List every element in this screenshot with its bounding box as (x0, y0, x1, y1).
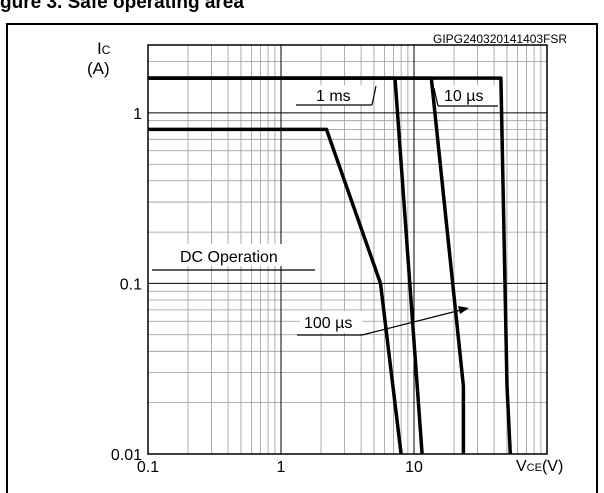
label-bg-1ms (306, 85, 368, 105)
x-axis-label-sub: CE (527, 462, 542, 474)
x-axis-label: VCE(V) (516, 458, 563, 475)
label-bg-dc (175, 244, 313, 266)
annotation-dc-operation: DC Operation (180, 249, 278, 266)
y-axis-unit: (A) (87, 59, 110, 78)
series-line-dc-operation (148, 127, 403, 455)
series-line-10us (148, 76, 513, 455)
plot-border (147, 44, 548, 455)
annotation-10us: 10 µs (444, 88, 483, 105)
leader-1ms-up (371, 85, 377, 106)
figure-title: gure 3. Safe operating area (0, 0, 244, 13)
x-tick-label: 10 (405, 459, 423, 476)
series-layer (148, 76, 513, 455)
x-tick-label: 0.1 (137, 459, 159, 476)
grid-major (148, 45, 547, 454)
soa-chart: 1 ms 10 µs DC Operation 100 µs GIPG24032… (87, 32, 567, 476)
leader-100us-arrow (361, 308, 466, 336)
series-line-1ms (148, 76, 424, 455)
label-bg-100us (300, 311, 362, 333)
leader-10us-up (433, 87, 439, 107)
x-axis-label-main: V (516, 458, 527, 475)
x-axis-label-unit: (V) (542, 458, 563, 475)
label-bg-10us (440, 85, 498, 105)
figure-frame (6, 23, 598, 493)
y-tick-label: 0.01 (111, 447, 142, 464)
annotation-1ms: 1 ms (316, 88, 351, 105)
annotation-100us: 100 µs (304, 315, 352, 332)
y-tick-label: 1 (133, 106, 142, 123)
y-tick-label: 0.1 (120, 276, 142, 293)
arrowhead-100us (458, 306, 469, 314)
y-axis-label: IC (97, 39, 111, 58)
figure-code: GIPG240320141403FSR (433, 32, 567, 46)
series-line-100us (148, 76, 466, 454)
x-tick-label: 1 (277, 459, 286, 476)
y-axis-label-main: I (97, 39, 102, 58)
y-axis-label-sub: C (102, 43, 111, 57)
